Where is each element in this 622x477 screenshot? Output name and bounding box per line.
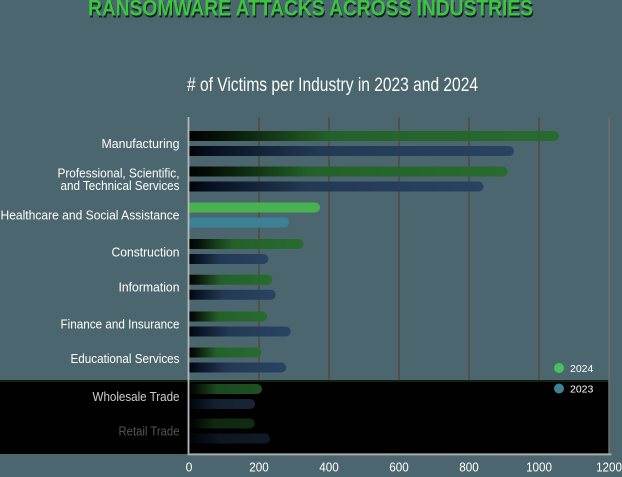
svg-text:800: 800 bbox=[459, 461, 479, 475]
svg-text:1200: 1200 bbox=[596, 461, 622, 475]
svg-text:RANSOMWARE ATTACKS ACROSS INDU: RANSOMWARE ATTACKS ACROSS INDUSTRIES bbox=[89, 0, 534, 23]
svg-text:Retail Trade: Retail Trade bbox=[119, 424, 180, 439]
svg-text:Professional, Scientific,: Professional, Scientific, bbox=[58, 166, 180, 181]
svg-text:Construction: Construction bbox=[112, 244, 180, 259]
svg-text:0: 0 bbox=[186, 461, 193, 475]
svg-text:200: 200 bbox=[249, 461, 269, 475]
svg-text:Healthcare and Social Assistan: Healthcare and Social Assistance bbox=[1, 208, 180, 223]
svg-text:2023: 2023 bbox=[570, 384, 594, 396]
svg-text:2024: 2024 bbox=[570, 363, 594, 375]
svg-text:Finance and Insurance: Finance and Insurance bbox=[61, 316, 180, 331]
svg-text:Wholesale Trade: Wholesale Trade bbox=[93, 389, 180, 404]
svg-text:1000: 1000 bbox=[526, 461, 552, 475]
svg-text:Educational Services: Educational Services bbox=[71, 351, 180, 366]
svg-text:Manufacturing: Manufacturing bbox=[102, 136, 180, 151]
svg-text:Information: Information bbox=[119, 280, 180, 295]
svg-text:400: 400 bbox=[319, 461, 339, 475]
svg-text:600: 600 bbox=[389, 461, 409, 475]
svg-text:RANSOMWARE ATTACKS ACROSS INDU: RANSOMWARE ATTACKS ACROSS INDUSTRIES bbox=[88, 0, 533, 21]
svg-text:and Technical Services: and Technical Services bbox=[61, 178, 180, 193]
svg-text:# of Victims per Industry in 2: # of Victims per Industry in 2023 and 20… bbox=[187, 75, 478, 96]
